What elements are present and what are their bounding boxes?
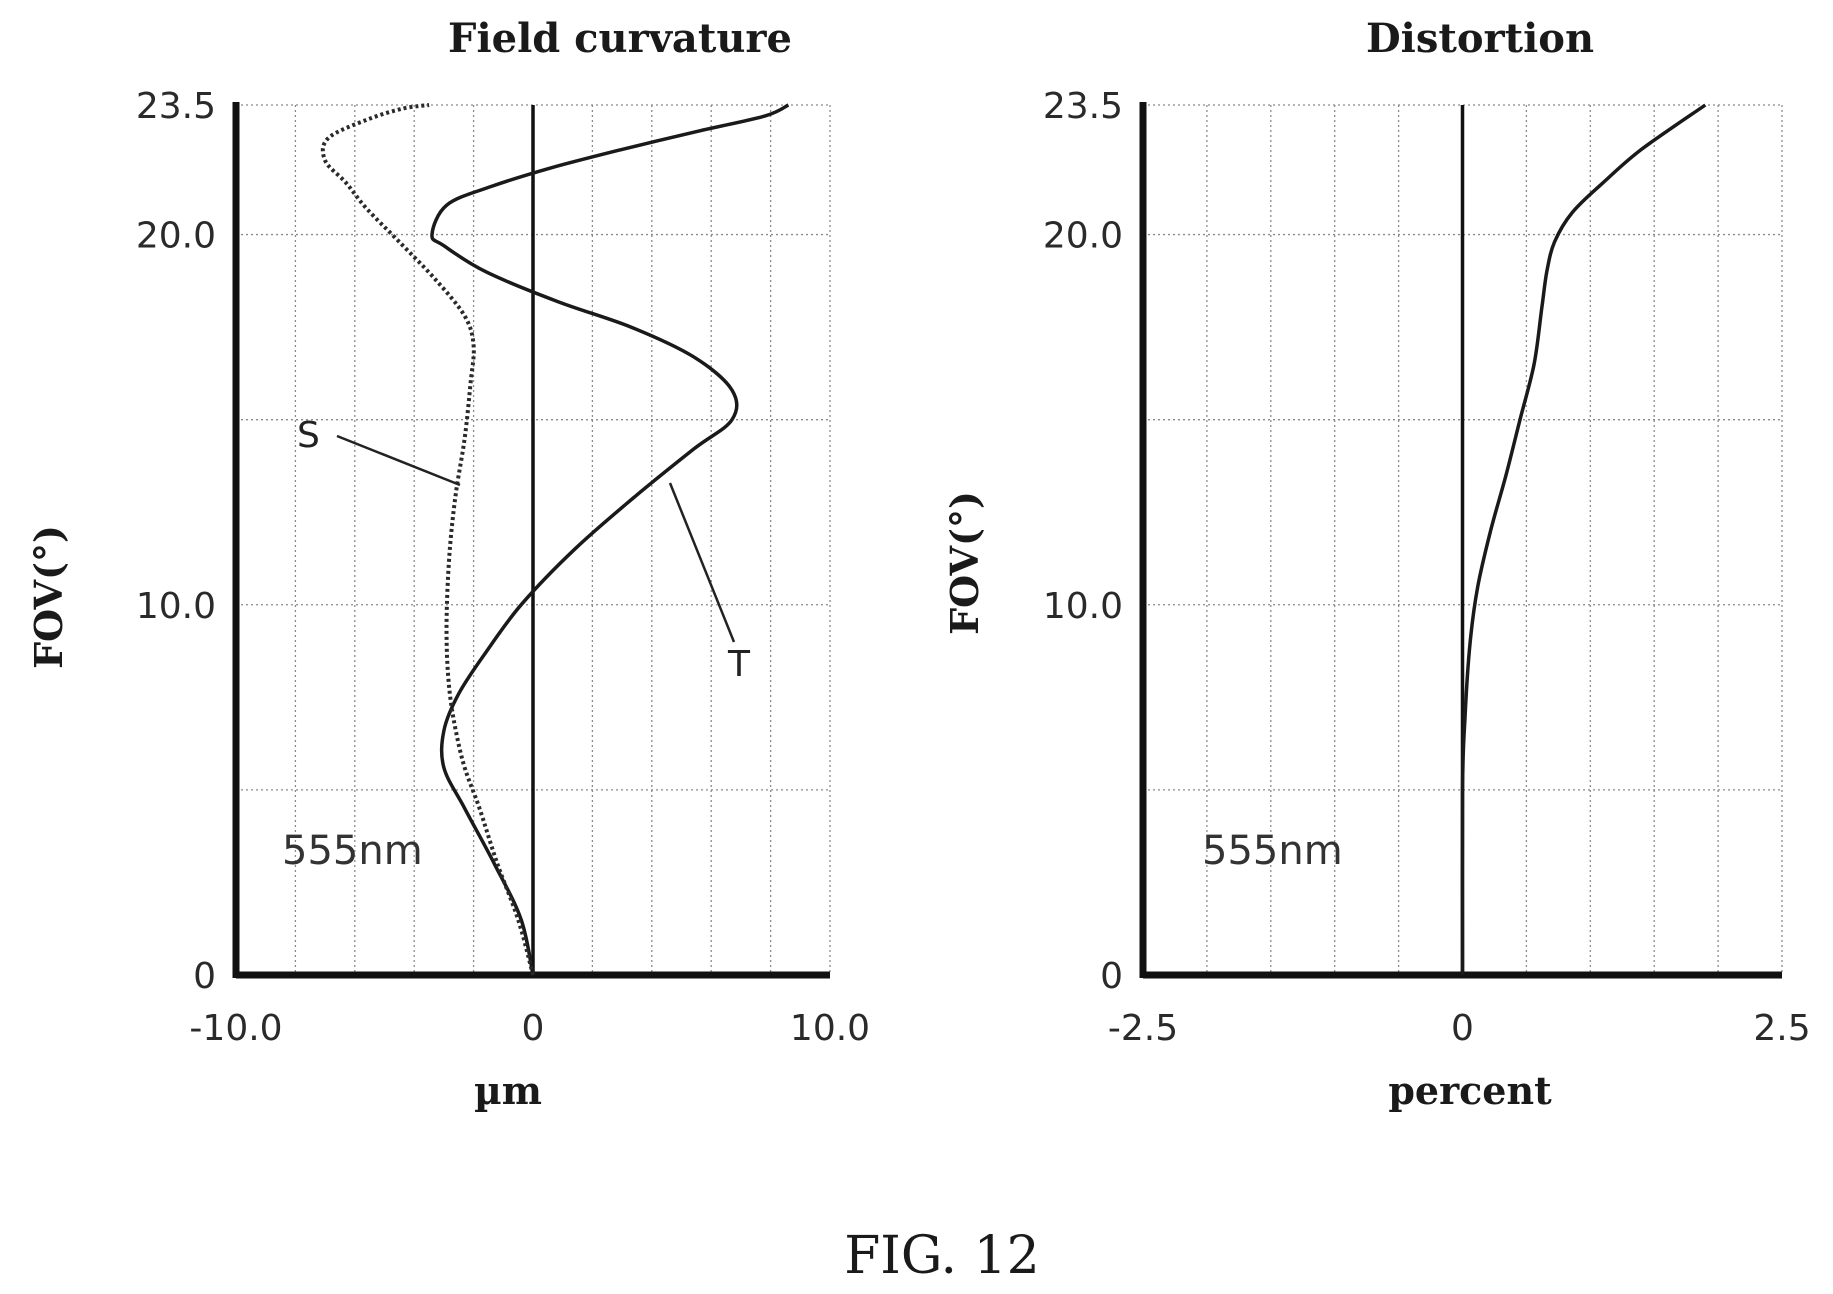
x-tick-label: 2.5 [1753,1008,1810,1049]
y-tick-label: 0 [1100,956,1123,997]
y-tick-label: 23.5 [1043,86,1123,127]
distortion-wavelength-label: 555nm [1202,828,1343,874]
t-curve-label: T [727,644,751,685]
x-tick-label: 10.0 [790,1008,870,1049]
distortion-series [1460,103,1707,976]
x-tick-label: -2.5 [1108,1008,1178,1049]
distortion-chart: Distortion 555nm -2.5 0 2.5 0 10.0 20.0 23.5 p… [942,15,1811,1113]
field-y-axis-label: FOV(°) [26,525,71,669]
y-tick-label: 10.0 [1043,586,1123,627]
distortion-title: Distortion [1366,15,1594,62]
x-tick-label: 0 [1451,1008,1474,1049]
field-x-axis-label: µm [474,1068,542,1113]
field-curvature-title: Field curvature [448,15,792,62]
x-tick-label: -10.0 [189,1008,282,1049]
y-tick-label: 20.0 [136,216,216,257]
distortion-ticks: -2.5 0 2.5 0 10.0 20.0 23.5 [1043,86,1811,1049]
field-wavelength-label: 555nm [282,828,423,874]
distortion-x-axis-label: percent [1388,1068,1552,1113]
field-curvature-series [320,103,790,976]
x-tick-label: 0 [522,1008,545,1049]
series-curve [1460,103,1707,976]
figure-caption: FIG. 12 [844,1226,1040,1286]
y-tick-label: 20.0 [1043,216,1123,257]
field-curvature-chart: Field curvature S T 555nm -10.0 0 10.0 0 10.… [26,15,870,1113]
field-curvature-ticks: -10.0 0 10.0 0 10.0 20.0 23.5 [136,86,870,1049]
y-tick-label: 10.0 [136,586,216,627]
s-curve-label: S [297,415,320,456]
y-tick-label: 23.5 [136,86,216,127]
s-curve-leader [336,434,461,487]
distortion-y-axis-label: FOV(°) [942,491,987,635]
t-curve-leader [668,482,736,643]
y-tick-label: 0 [193,956,216,997]
t-series-curve [430,103,790,976]
